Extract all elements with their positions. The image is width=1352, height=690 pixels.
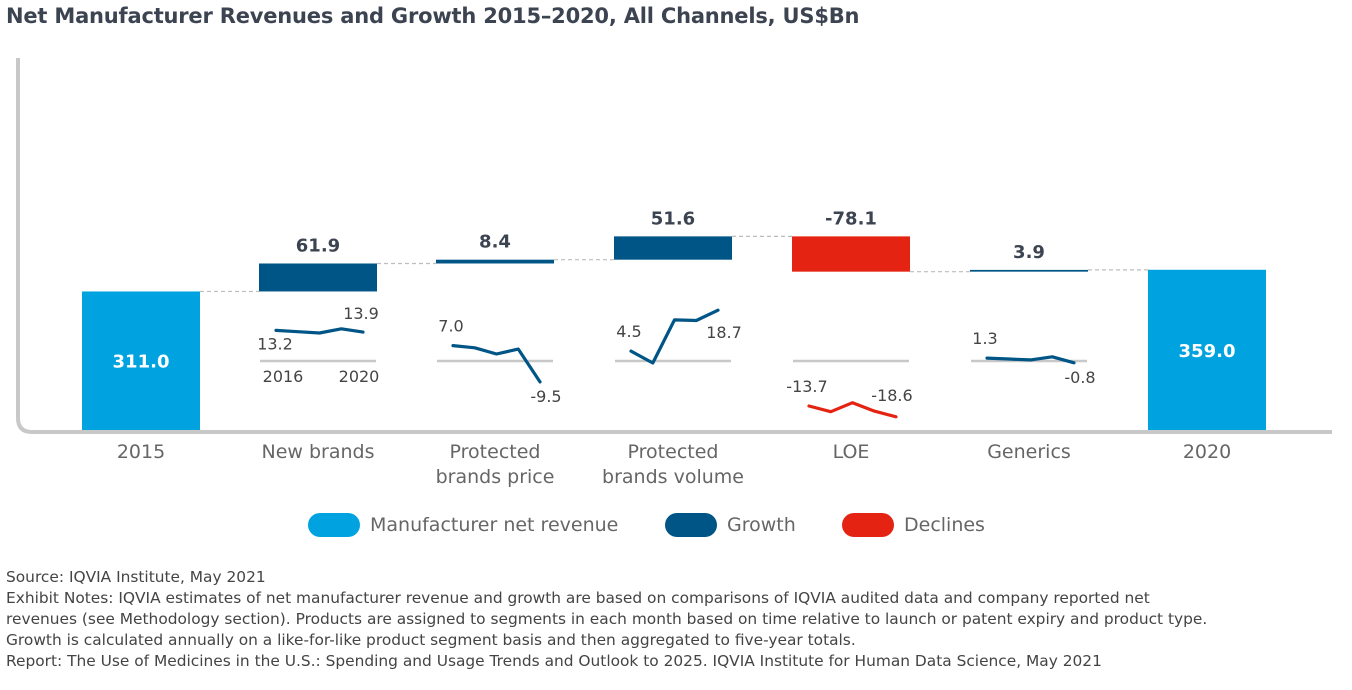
sparkline-start-label: 13.2 [257, 334, 293, 353]
sparkline-start-label: 1.3 [972, 329, 997, 348]
bar-label-1: 61.9 [296, 235, 340, 256]
sparkline-end-label: -9.5 [530, 387, 561, 406]
sparkline-1 [451, 344, 542, 384]
legend-item-declines: Declines [842, 512, 985, 538]
sparkline-x-label: 2016 [263, 367, 304, 386]
chart-title: Net Manufacturer Revenues and Growth 201… [6, 4, 860, 28]
sparkline-start-label: -13.7 [786, 377, 827, 396]
legend-label-revenue: Manufacturer net revenue [370, 514, 619, 536]
footer: Source: IQVIA Institute, May 2021 Exhibi… [6, 567, 1336, 672]
category-label: Protected [450, 441, 541, 463]
legend-item-revenue: Manufacturer net revenue [308, 512, 618, 538]
sparkline-3 [807, 401, 898, 419]
sparkline-end-label: 13.9 [343, 304, 379, 323]
category-label: brands price [436, 466, 555, 488]
category-label: 2015 [117, 441, 165, 463]
legend-swatch-declines [842, 513, 894, 537]
bar-label-4: -78.1 [825, 208, 877, 229]
bar-6 [1148, 269, 1266, 430]
bar-5 [970, 269, 1088, 272]
bar-0 [82, 291, 200, 430]
footer-report: Report: The Use of Medicines in the U.S.… [6, 652, 1102, 670]
bar-label-3: 51.6 [651, 208, 695, 229]
category-label: New brands [262, 441, 375, 463]
sparkline-end-label: -18.6 [871, 386, 912, 405]
sparkline-4 [985, 355, 1076, 365]
bar-1 [259, 263, 377, 292]
sparkline-end-label: 18.7 [706, 323, 742, 342]
category-label: LOE [833, 441, 870, 463]
bar-label-0: 311.0 [113, 352, 170, 373]
legend-swatch-growth [665, 513, 717, 537]
waterfall-chart: 311.0 61.9 8.4 51.6 -78.1 3.9 359.0 13.2 13.9 20… [16, 58, 1332, 488]
sparkline-end-label: -0.8 [1064, 368, 1095, 387]
legend-swatch-revenue [308, 513, 360, 537]
bar-label-6: 359.0 [1179, 341, 1236, 362]
sparkline-0 [274, 327, 365, 335]
bar-4 [792, 236, 910, 272]
sparkline-start-label: 4.5 [616, 322, 641, 341]
footer-notes-line: revenues (see Methodology section). Prod… [6, 610, 1208, 628]
sparkline-2 [629, 308, 720, 365]
bar-3 [614, 236, 732, 260]
sparkline-x-label: 2020 [339, 367, 380, 386]
legend-label-growth: Growth [727, 514, 796, 536]
footer-notes-line: Exhibit Notes: IQVIA estimates of net ma… [6, 589, 1150, 607]
legend-label-declines: Declines [904, 514, 985, 536]
category-label: 2020 [1183, 441, 1231, 463]
bar-2 [436, 259, 554, 264]
footer-notes-line: Growth is calculated annually on a like-… [6, 631, 856, 649]
legend-item-growth: Growth [665, 512, 796, 538]
footer-source: Source: IQVIA Institute, May 2021 [6, 568, 266, 586]
category-label: Protected [628, 441, 719, 463]
category-label: brands volume [602, 466, 744, 488]
category-label: Generics [987, 441, 1071, 463]
bar-label-5: 3.9 [1013, 242, 1045, 263]
bar-label-2: 8.4 [479, 232, 511, 253]
chart-frame [16, 58, 1332, 434]
sparkline-start-label: 7.0 [438, 317, 463, 336]
